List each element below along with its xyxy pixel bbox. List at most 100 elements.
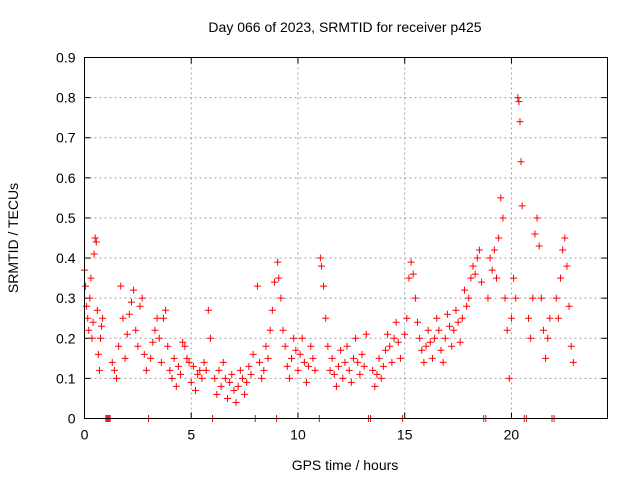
data-point <box>446 322 454 330</box>
data-point <box>84 314 92 322</box>
data-point <box>305 362 313 370</box>
data-point <box>241 390 249 398</box>
data-point <box>224 394 232 402</box>
data-point <box>458 314 466 322</box>
data-point <box>503 326 511 334</box>
data-point <box>87 274 95 282</box>
y-tick-label: 0.7 <box>56 130 76 146</box>
data-point <box>183 354 191 362</box>
data-point <box>386 342 394 350</box>
data-point <box>407 258 415 266</box>
data-point <box>172 382 180 390</box>
data-point <box>343 342 351 350</box>
data-point <box>85 326 93 334</box>
data-point <box>418 346 426 354</box>
data-point <box>349 354 357 362</box>
data-point <box>159 314 167 322</box>
data-point <box>475 246 483 254</box>
data-point <box>187 378 195 386</box>
data-point <box>352 334 360 342</box>
data-point <box>298 334 306 342</box>
data-point <box>228 370 236 378</box>
data-point <box>341 358 349 366</box>
data-point <box>426 338 434 346</box>
data-point <box>533 214 541 222</box>
data-point <box>132 326 140 334</box>
data-point <box>185 358 193 366</box>
y-tick-label: 0.2 <box>56 330 76 346</box>
data-point <box>189 362 197 370</box>
data-point <box>196 366 204 374</box>
data-point <box>164 342 172 350</box>
data-point <box>232 398 240 406</box>
y-tick-label: 0.4 <box>56 250 76 266</box>
data-point <box>247 370 255 378</box>
data-point <box>243 378 251 386</box>
x-tick-label: 15 <box>397 427 413 443</box>
data-point <box>138 294 146 302</box>
data-point <box>467 274 475 282</box>
y-tick-label: 0.1 <box>56 370 76 386</box>
data-point <box>93 306 101 314</box>
data-point <box>362 330 370 338</box>
data-point <box>460 286 468 294</box>
data-point <box>347 378 355 386</box>
data-point <box>168 374 176 382</box>
y-tick-label: 0.5 <box>56 210 76 226</box>
data-point <box>546 314 554 322</box>
data-point <box>529 294 537 302</box>
y-axis-label: SRMTID / TECUs <box>5 183 21 293</box>
data-point <box>448 342 456 350</box>
data-point <box>484 294 492 302</box>
y-tick-label: 0.3 <box>56 290 76 306</box>
data-point <box>384 330 392 338</box>
data-point <box>539 326 547 334</box>
data-point <box>249 350 257 358</box>
data-point <box>303 378 311 386</box>
data-point <box>268 306 276 314</box>
data-point <box>283 362 291 370</box>
data-point <box>174 362 182 370</box>
data-point <box>456 338 464 346</box>
data-point <box>94 350 102 358</box>
data-point <box>292 346 300 354</box>
data-point <box>401 330 409 338</box>
y-tick-label: 0 <box>68 411 76 427</box>
data-point <box>390 334 398 342</box>
data-point <box>90 250 98 258</box>
data-point <box>82 282 90 290</box>
data-point <box>98 322 106 330</box>
data-point <box>433 314 441 322</box>
data-point <box>495 234 503 242</box>
data-point <box>266 326 274 334</box>
data-point <box>140 350 148 358</box>
data-point <box>288 354 296 362</box>
data-point <box>463 302 471 310</box>
data-point <box>117 282 125 290</box>
data-point <box>219 358 227 366</box>
data-point <box>501 294 509 302</box>
data-point <box>379 362 387 370</box>
data-point <box>416 334 424 342</box>
data-point <box>375 354 383 362</box>
data-point <box>88 334 96 342</box>
data-point <box>486 254 494 262</box>
data-point <box>335 362 343 370</box>
data-point <box>198 374 206 382</box>
data-point <box>542 354 550 362</box>
data-point <box>264 354 272 362</box>
data-point <box>535 242 543 250</box>
data-point <box>488 266 496 274</box>
data-point <box>142 366 150 374</box>
data-point <box>569 358 577 366</box>
data-point <box>300 358 308 366</box>
data-point <box>450 326 458 334</box>
data-point <box>557 274 565 282</box>
x-axis-label: GPS time / hours <box>292 457 399 473</box>
data-point <box>136 302 144 310</box>
data-point <box>377 374 385 382</box>
data-point <box>281 342 289 350</box>
data-point <box>157 358 165 366</box>
data-point <box>388 358 396 366</box>
data-point <box>162 306 170 314</box>
